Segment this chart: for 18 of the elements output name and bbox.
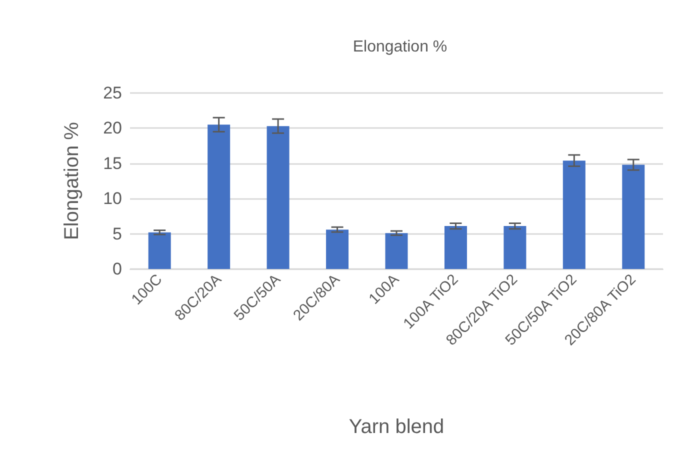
bar: [385, 233, 408, 269]
x-axis-title: Yarn blend: [348, 416, 444, 438]
y-tick-label: 10: [103, 189, 122, 208]
chart-title: Elongation %: [352, 38, 448, 56]
bar: [148, 232, 171, 269]
y-tick-label: 20: [103, 118, 122, 138]
bar: [444, 226, 467, 269]
y-tick-label: 15: [103, 154, 122, 173]
bar: [562, 160, 586, 269]
bar: [266, 126, 290, 269]
bar: [622, 164, 645, 269]
bar: [504, 226, 526, 269]
bar: [208, 124, 230, 269]
y-tick-label: 5: [112, 224, 122, 244]
y-tick-label: 25: [103, 84, 122, 102]
y-axis-title: Elongation %: [61, 122, 83, 240]
y-tick-label: 0: [112, 260, 122, 278]
bar: [326, 230, 349, 269]
